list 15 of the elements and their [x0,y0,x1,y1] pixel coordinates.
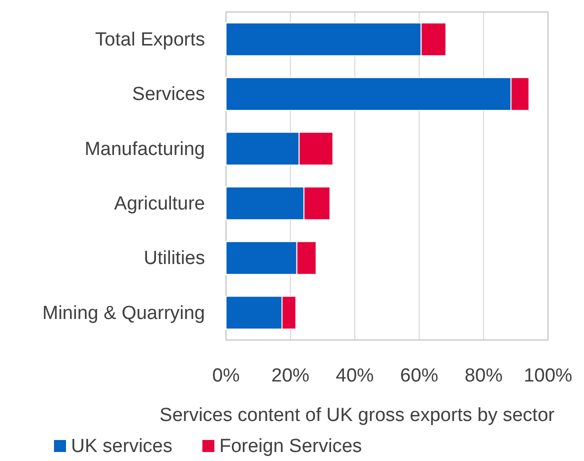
x-tick-label: 40% [336,365,374,386]
legend-label: Foreign Services [219,436,362,457]
x-tick-label: 20% [271,365,310,386]
y-tick-label: Manufacturing [84,138,205,160]
y-tick-label: Agriculture [114,193,205,214]
x-tick-label: 80% [464,365,503,386]
x-tick-label: 100% [524,365,572,386]
y-tick-label: Total Exports [95,29,205,50]
x-tick-label: 60% [400,365,438,386]
x-tick-label: 0% [212,365,240,386]
y-tick-label: Mining & Quarrying [42,302,205,324]
x-axis-title: Services content of UK gross exports by sector [160,405,556,426]
y-tick-label: Services [132,84,205,106]
legend-label: UK services [71,436,172,457]
y-tick-label: Utilities [144,248,205,270]
